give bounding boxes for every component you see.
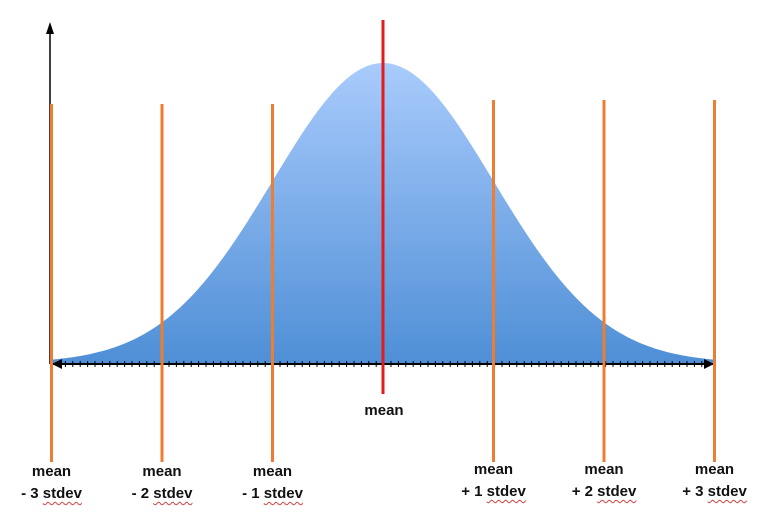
stdev-label: mean - 3 stdev <box>21 463 82 502</box>
stdev-label: mean + 1 stdev <box>461 461 526 500</box>
stdev-label: mean - 1 stdev <box>242 463 303 502</box>
mean-label: mean <box>364 402 404 419</box>
stdev-label: mean + 2 stdev <box>571 461 637 500</box>
stdev-label: mean - 2 stdev <box>131 463 193 502</box>
stdev-lines <box>50 100 716 462</box>
stdev-label: mean + 3 stdev <box>682 461 747 500</box>
